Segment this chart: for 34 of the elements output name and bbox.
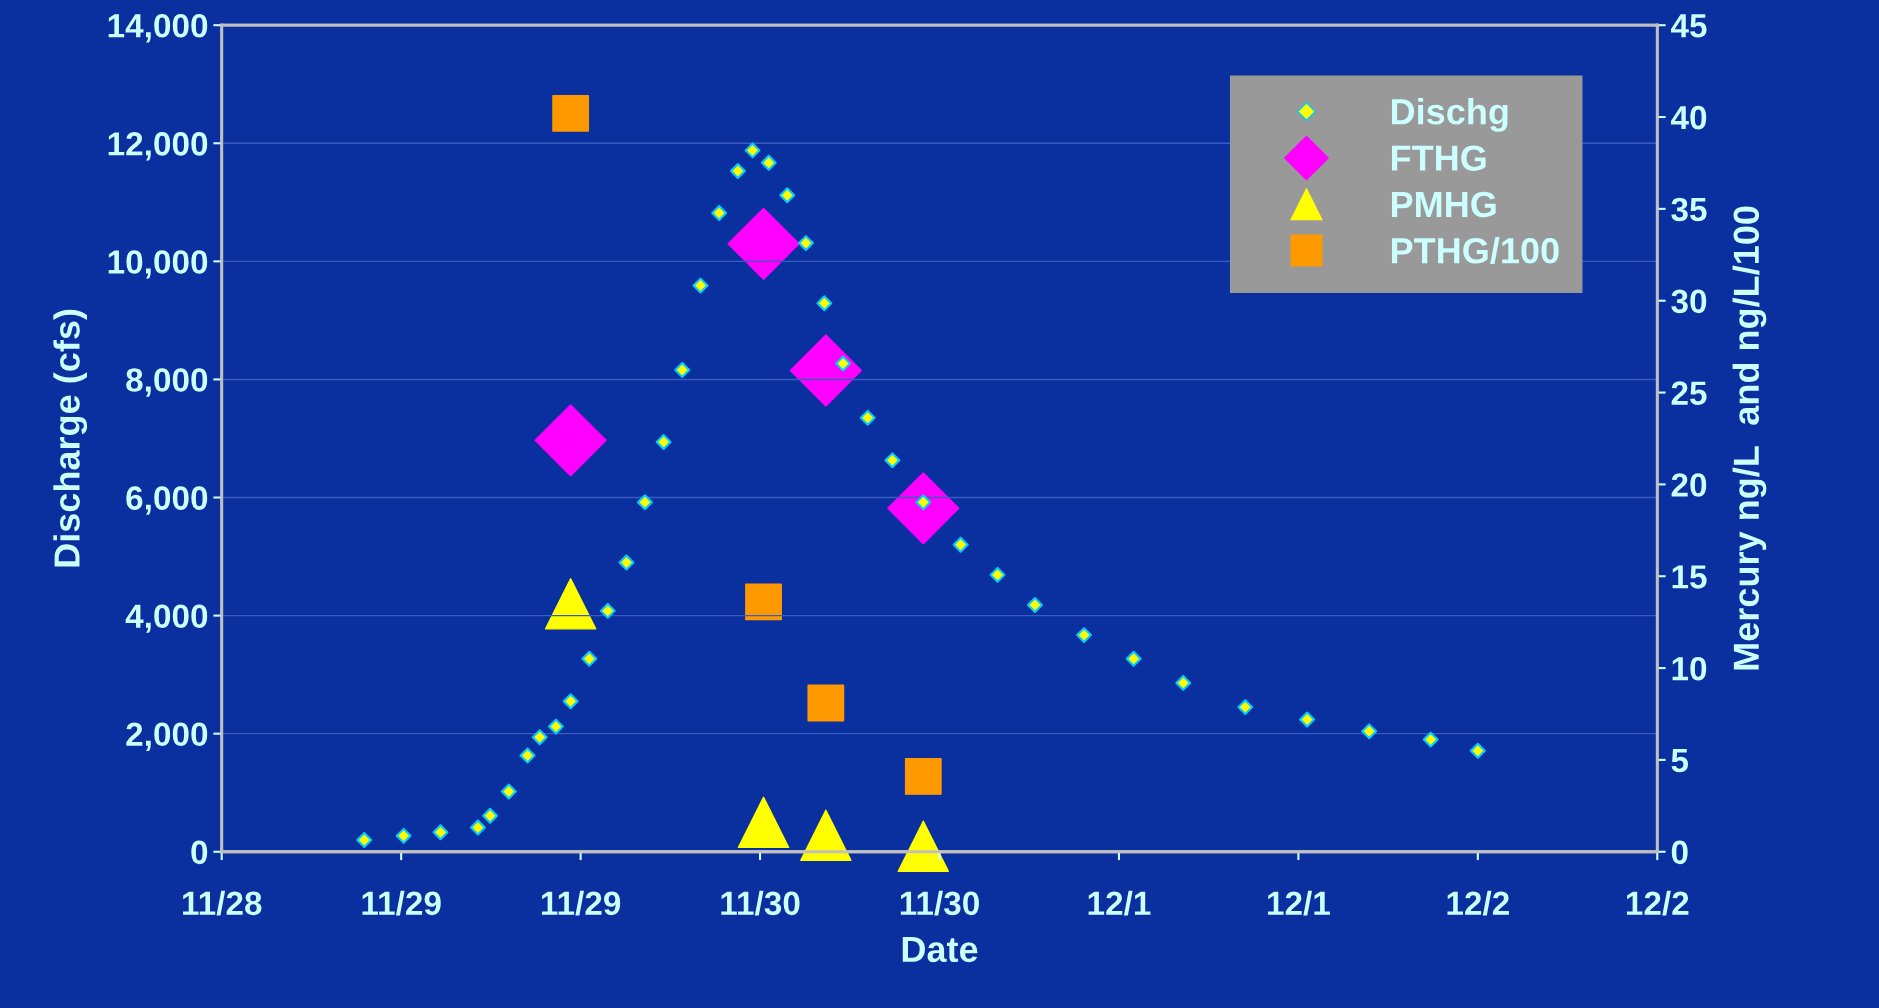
y2-tick-label: 25 xyxy=(1671,381,1707,405)
x-axis-title: Date xyxy=(902,936,978,963)
y-tick-label: 10,000 xyxy=(108,250,208,279)
y2-axis-title: Mercury ng/L and ng/L/100 xyxy=(1732,206,1767,670)
legend-label: FTHG xyxy=(1391,145,1486,171)
y-tick-label: 12,000 xyxy=(108,132,208,161)
x-tick-label: 12/1 xyxy=(1088,890,1151,916)
y-tick-label: 4,000 xyxy=(125,604,208,633)
x-tick-label: 11/29 xyxy=(362,890,441,916)
y2-tick-label: 5 xyxy=(1671,749,1689,773)
legend-label: PMHG xyxy=(1391,191,1496,218)
y-tick-label: 8,000 xyxy=(126,368,208,397)
x-tick-label: 12/1 xyxy=(1268,890,1330,916)
x-tick-label: 11/28 xyxy=(183,890,262,916)
y2-tick-label: 40 xyxy=(1670,105,1707,130)
x-tick-label: 11/30 xyxy=(721,890,800,916)
x-tick-label: 11/29 xyxy=(541,890,621,916)
y2-tick-label: 10 xyxy=(1672,656,1707,681)
y2-tick-label: 45 xyxy=(1670,14,1707,38)
y-tick-label: 2,000 xyxy=(126,722,208,751)
y2-tick-label: 0 xyxy=(1671,840,1688,865)
y-tick-label: 14,000 xyxy=(108,14,208,43)
x-tick-label: 12/2 xyxy=(1626,890,1689,916)
y2-tick-label: 30 xyxy=(1671,289,1707,314)
y2-tick-label: 15 xyxy=(1672,565,1707,589)
x-tick-label: 12/2 xyxy=(1447,890,1509,916)
y-tick-label: 0 xyxy=(191,840,208,865)
y-tick-label: 6,000 xyxy=(126,486,208,515)
legend-label: PTHG/100 xyxy=(1391,237,1559,264)
y2-tick-label: 35 xyxy=(1671,197,1707,222)
x-tick-label: 11/30 xyxy=(900,890,979,916)
legend-label: Dischg xyxy=(1391,97,1508,132)
y2-tick-label: 20 xyxy=(1671,473,1707,497)
y-axis-title: Discharge (cfs) xyxy=(53,309,88,567)
